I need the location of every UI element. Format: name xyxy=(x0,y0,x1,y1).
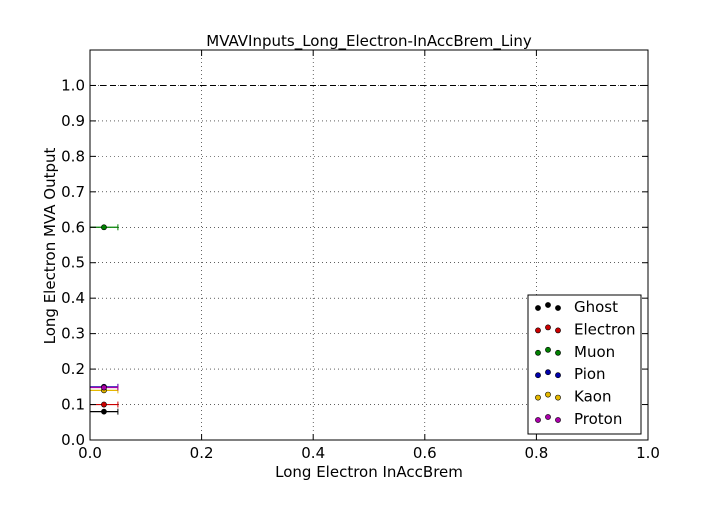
legend-marker xyxy=(545,302,551,308)
legend-marker xyxy=(555,417,561,423)
data-point xyxy=(101,401,107,408)
x-tick-label: 1.0 xyxy=(636,444,660,462)
legend-marker xyxy=(535,417,541,423)
y-tick-label: 0.8 xyxy=(61,147,85,165)
legend-marker xyxy=(555,349,561,356)
legend-label: Kaon xyxy=(574,388,611,406)
legend-marker xyxy=(535,327,541,334)
legend-marker xyxy=(535,394,541,401)
legend-label: Ghost xyxy=(574,298,618,316)
legend-marker xyxy=(535,372,541,379)
x-tick-label: 0.2 xyxy=(190,444,214,462)
legend-marker xyxy=(555,327,561,334)
legend-marker xyxy=(535,305,541,311)
y-tick-label: 0.7 xyxy=(61,183,85,201)
legend-box xyxy=(527,294,642,435)
data-point xyxy=(101,384,107,391)
y-tick-label: 0.5 xyxy=(61,254,85,272)
legend-marker xyxy=(555,372,561,379)
y-tick-label: 0.4 xyxy=(61,289,85,307)
y-tick-label: 0.3 xyxy=(61,325,85,343)
plot-frame xyxy=(89,49,649,441)
data-point xyxy=(101,408,107,415)
x-tick-label: 0.8 xyxy=(524,444,548,462)
legend-marker xyxy=(545,391,551,398)
legend-marker xyxy=(555,305,561,311)
legend-label: Pion xyxy=(574,365,606,383)
legend-label: Electron xyxy=(574,320,636,338)
data-point xyxy=(101,224,107,231)
x-tick-label: 0.0 xyxy=(78,444,102,462)
legend-label: Muon xyxy=(574,343,615,361)
axes: 0.0 0.2 0.4 0.6 0.8 1.0 0.0 0.1 0.2 0.3 0.4 0.5 0.6 0… xyxy=(61,49,660,462)
legend-label: Proton xyxy=(574,410,622,428)
x-tick-label: 0.4 xyxy=(301,444,325,462)
legend-marker xyxy=(545,324,551,331)
chart-title: MVAVInputs_Long_Electron-InAccBrem_Liny xyxy=(206,32,532,51)
legend-marker xyxy=(535,349,541,356)
legend-marker xyxy=(545,369,551,376)
legend: Ghost Electron Muon Pion Kaon Proton xyxy=(527,294,642,435)
x-tick-label: 0.6 xyxy=(413,444,437,462)
legend-marker xyxy=(545,414,551,420)
legend-marker xyxy=(545,346,551,353)
y-tick-label: 0.6 xyxy=(61,218,85,236)
y-tick-label: 1.0 xyxy=(61,76,85,94)
legend-marker xyxy=(555,394,561,401)
y-tick-label: 0.0 xyxy=(61,431,85,449)
x-axis-label: Long Electron InAccBrem xyxy=(275,463,463,481)
y-tick-label: 0.2 xyxy=(61,360,85,378)
y-axis-label: Long Electron MVA Output xyxy=(41,148,59,345)
y-tick-label: 0.9 xyxy=(61,112,85,130)
y-tick-label: 0.1 xyxy=(61,396,85,414)
data-points xyxy=(89,224,119,415)
